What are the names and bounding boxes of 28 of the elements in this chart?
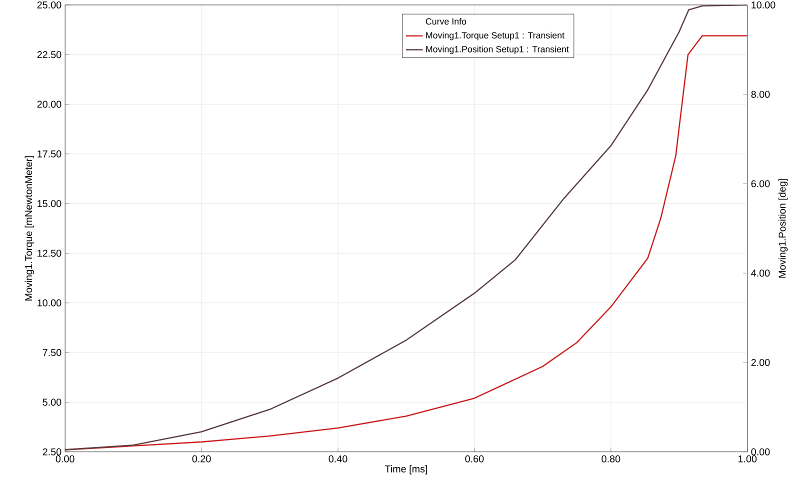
y-tick-label: 2.50 (42, 448, 62, 456)
y-tick-label: 22.50 (37, 51, 62, 58)
y2-tick-label: 8.00 (751, 91, 770, 98)
y-tick-label: 5.00 (42, 398, 62, 406)
y2-tick-label: 10.00 (752, 2, 776, 9)
y-tick-label: 20.00 (37, 100, 62, 108)
x-tick-label: 0.00 (56, 456, 74, 463)
y-tick-label: 25.00 (37, 2, 62, 9)
y2-tick-label: 2.00 (751, 359, 770, 366)
y-tick-label: 10.00 (38, 300, 62, 307)
y2-tick-label: 6.00 (751, 180, 770, 188)
legend-title: Curve Info (426, 18, 466, 25)
y-tick-label: 17.50 (38, 150, 62, 158)
y2-tick-label: 0.00 (751, 448, 770, 456)
x-axis-title: Time [ms] (384, 465, 428, 475)
y-axis-title: Moving1.Torque [mNewtonMeter] (24, 156, 34, 301)
y2-axis-title: Moving1.Position [deg] (778, 179, 788, 278)
y-tick-label: 12.50 (38, 250, 62, 257)
x-tick-label: 0.80 (602, 456, 620, 463)
x-tick-label: 0.40 (328, 456, 348, 463)
x-tick-label: 0.20 (192, 456, 211, 463)
legend-label: Moving1.Torque Setup1 : Transient (426, 32, 564, 40)
y-tick-label: 15.00 (38, 200, 62, 208)
legend-label: Moving1.Position Setup1 : Transient (426, 46, 569, 54)
x-tick-label: 0.60 (465, 456, 484, 463)
y-tick-label: 7.50 (42, 349, 62, 356)
y2-tick-label: 4.00 (751, 270, 770, 277)
x-tick-label: 1.00 (738, 456, 757, 463)
